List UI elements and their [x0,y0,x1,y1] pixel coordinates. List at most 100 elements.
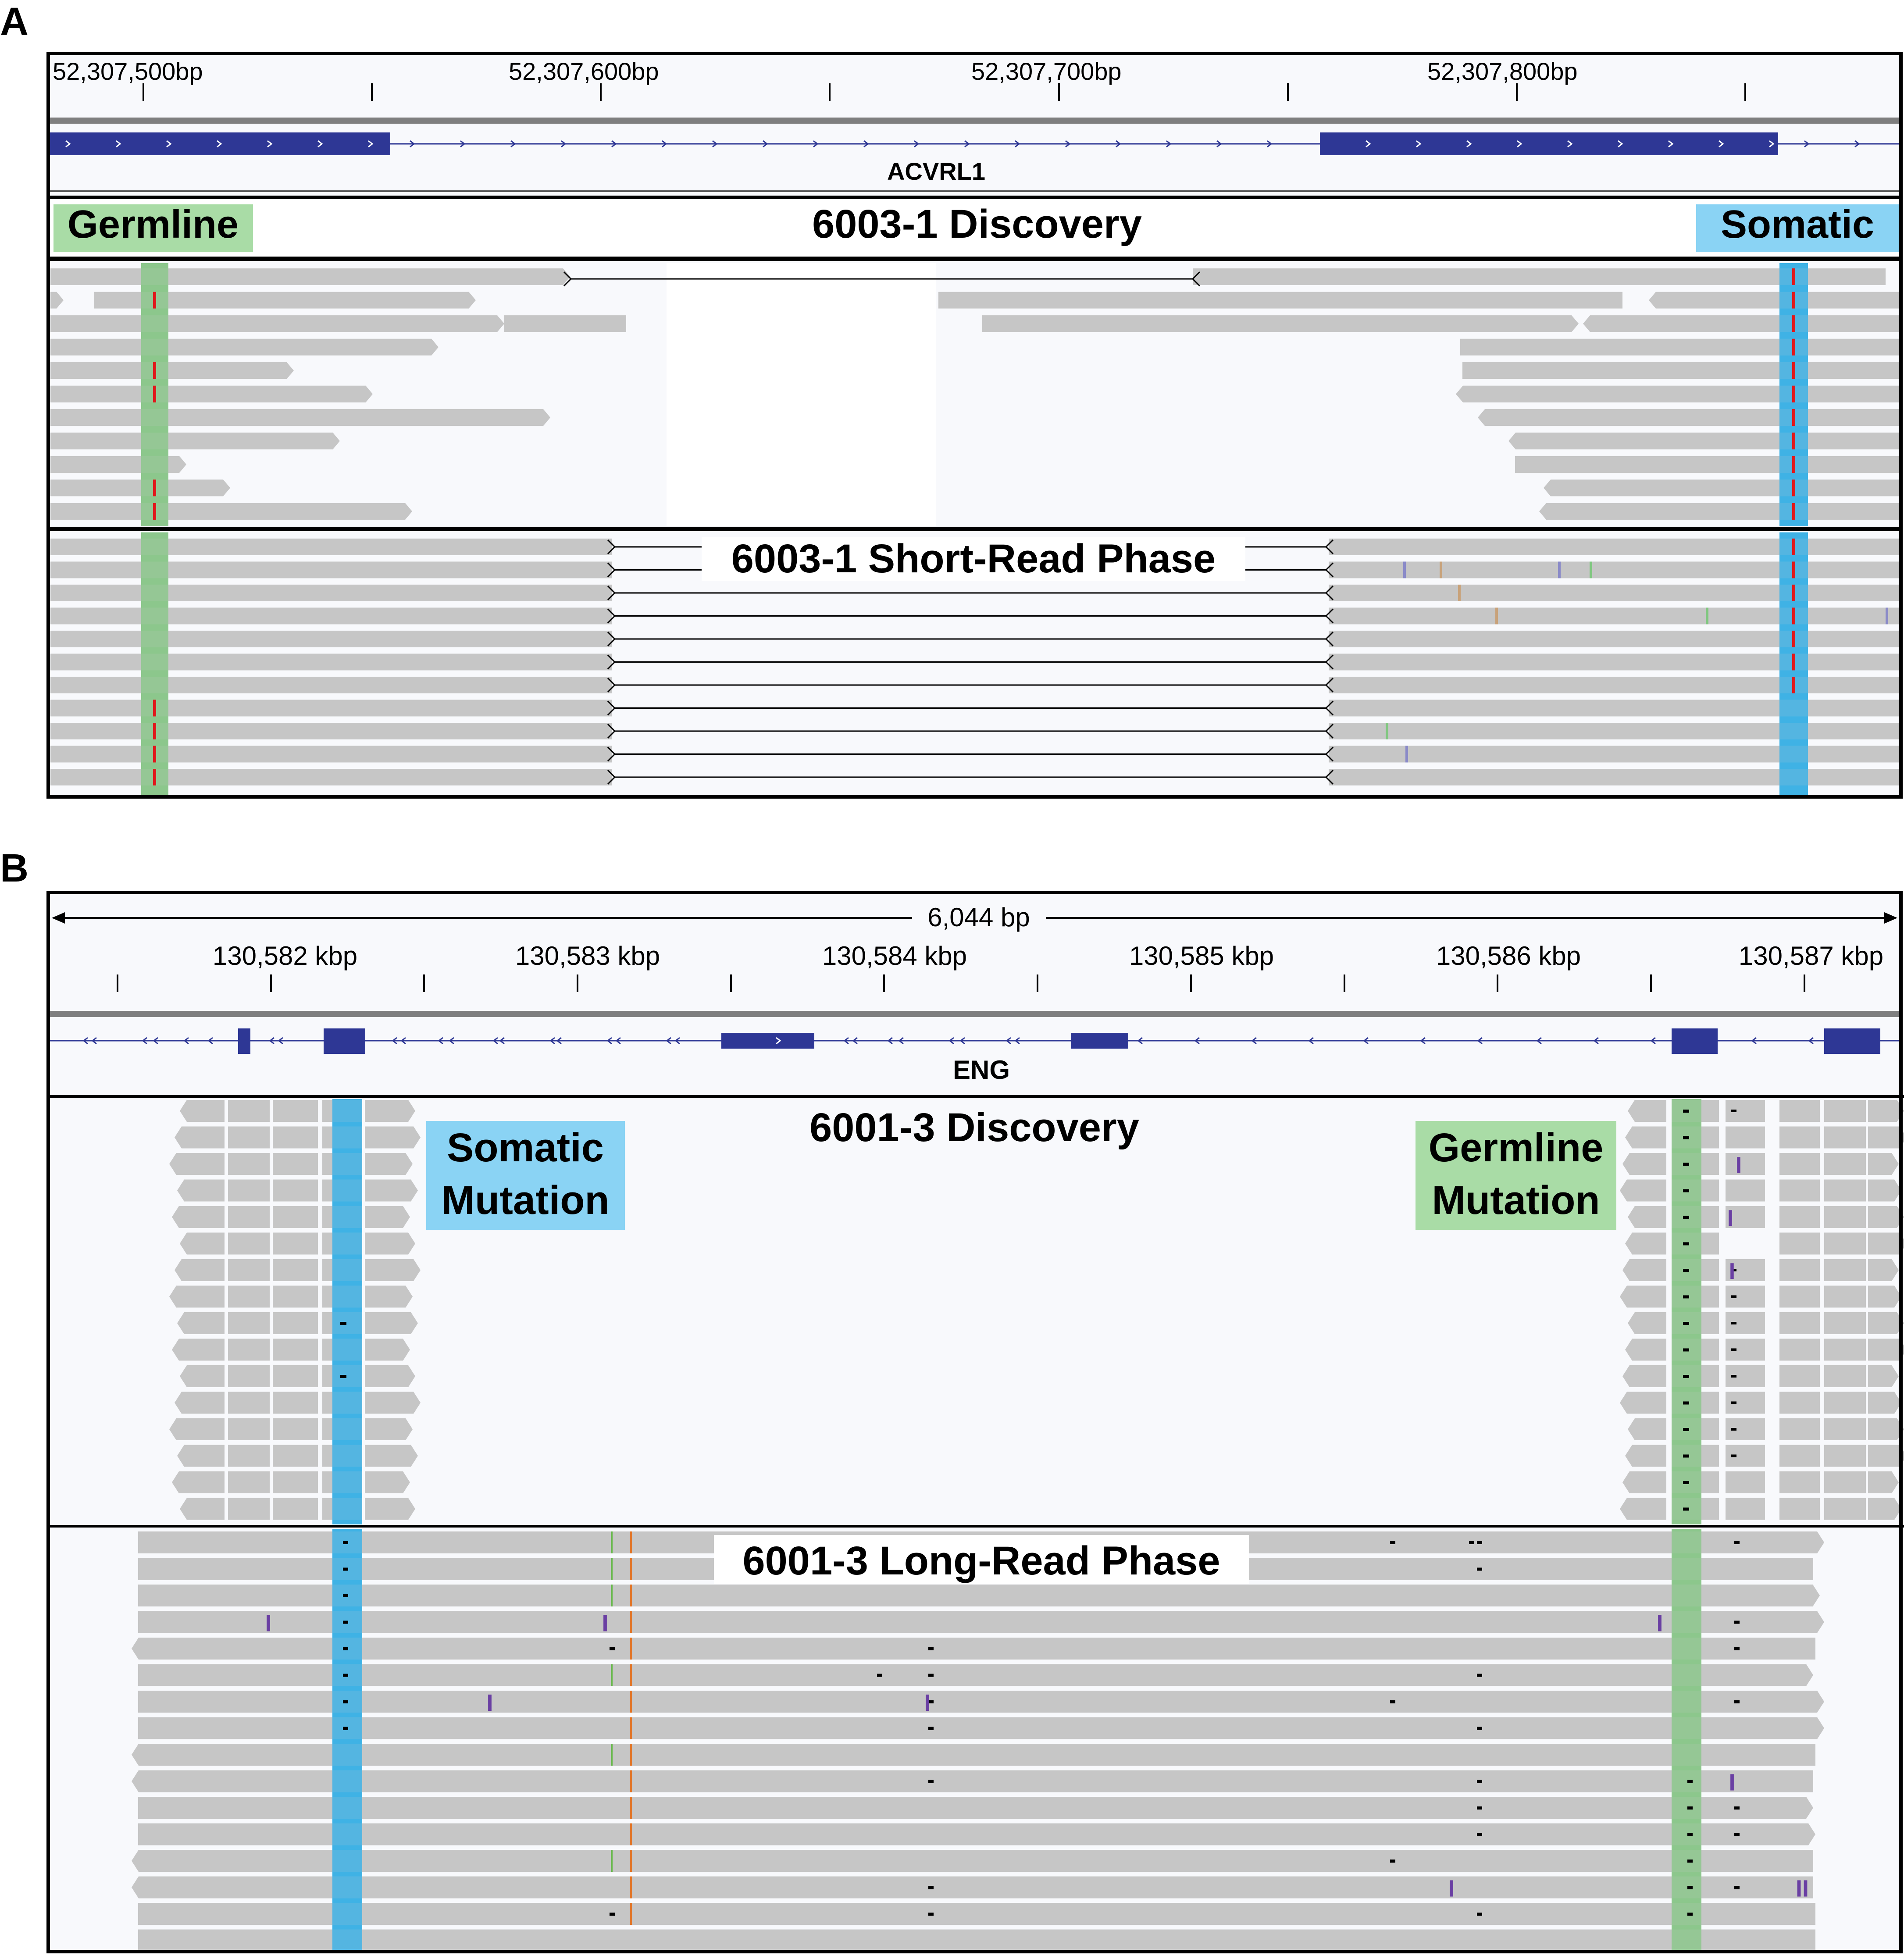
insertion-mark: I [1729,1259,1735,1284]
mismatch-mark [1558,561,1561,578]
aligned-read [1824,1259,1866,1281]
aligned-read [1726,1392,1765,1414]
pair-connector-end [1325,654,1334,670]
deletion-mark [343,1674,348,1677]
panel-a-phase-reads[interactable]: 6003-1 Short-Read Phase [50,532,1901,796]
aligned-read [1726,1126,1765,1149]
strand-chevron [606,1037,612,1045]
aligned-read [1329,653,1901,671]
aligned-read [228,1471,270,1493]
mismatch-mark [1792,339,1795,356]
strand-chevron [368,140,374,148]
strand-chevron [1194,1037,1200,1045]
pair-connector-end [1325,769,1334,785]
aligned-read [1824,1100,1866,1122]
aligned-read [273,1206,318,1228]
insertion-mark: I [924,1690,931,1716]
aligned-read [1628,1418,1666,1440]
aligned-read [1329,677,1901,693]
aligned-read [50,503,412,520]
panel-a-discovery-reads[interactable] [50,263,1901,526]
mismatch-mark [1590,561,1592,578]
deletion-mark [928,1674,934,1677]
aligned-read [1824,1418,1866,1440]
gene-name: ACVRL1 [887,157,985,185]
panel-b: 6,044 bp 130,582 kbp 130,583 kbp 130,584… [46,891,1904,1953]
mismatch-mark [1792,503,1795,520]
aligned-read [365,1285,413,1308]
mismatch-mark [1792,456,1795,473]
aligned-read [50,653,612,671]
strand-chevron [914,140,920,148]
deletion-mark [1683,1454,1689,1458]
insertion-mark: I [265,1610,271,1637]
strand-chevron [1014,1037,1020,1045]
aligned-read [1824,1179,1866,1202]
somatic-label-line1: Somatic [447,1125,604,1170]
panel-a: 52,307,500bp 52,307,600bp 52,307,700bp 5… [46,52,1903,799]
strand-chevron [712,140,718,148]
germline-label-line2: Mutation [1432,1178,1600,1223]
strand-chevron [1065,140,1071,148]
pair-connector-end [563,271,572,287]
deletion-mark [928,1780,934,1783]
strand-chevron [1668,140,1674,148]
aligned-read [50,677,612,693]
panel-a-gene-track[interactable]: ACVRL1 [48,132,1901,185]
pair-connector-end [1191,271,1201,287]
aligned-read [1824,1232,1866,1255]
aligned-read [1726,1418,1765,1440]
panel-b-gene-track[interactable]: ENG [48,1028,1901,1085]
pair-connector-end [607,700,616,716]
panel-b-letter: B [0,846,29,890]
mismatch-mark [1886,607,1888,625]
aligned-read [50,339,439,356]
strand-chevron [278,1037,283,1045]
aligned-read [1508,432,1901,450]
aligned-read [228,1232,270,1255]
mismatch-mark [153,479,156,496]
pair-connector-end [607,608,616,624]
germline-label: Germline [68,203,239,246]
panel-a-ruler[interactable]: 52,307,500bp 52,307,600bp 52,307,700bp 5… [53,57,1746,101]
mismatch-mark [1792,268,1795,285]
strand-chevron [499,1037,505,1045]
aligned-read [273,1285,318,1308]
aligned-read [50,607,612,625]
mismatch-mark [630,1611,632,1633]
strand-chevron [510,140,516,148]
aligned-read [138,1903,1815,1925]
deletion-mark [1731,1295,1736,1298]
deletion-mark [1477,1913,1482,1916]
deletion-mark [343,1647,348,1650]
mismatch-marks [153,539,1888,785]
aligned-read [1622,1365,1666,1387]
mismatch-mark [1495,607,1498,625]
ruler-tick-label: 52,307,600bp [509,57,659,85]
aligned-read [50,746,612,763]
deletion-mark [1734,1647,1740,1650]
panel-b-discovery-reads[interactable]: I I I Somatic Mutation Germline Mutation 6… [169,1099,1904,1524]
panel-b-ruler[interactable]: 130,582 kbp 130,583 kbp 130,584 kbp 130,… [117,941,1883,992]
aligned-read [180,1498,225,1520]
deletion-mark [1683,1216,1689,1219]
deletion-mark [1731,1348,1736,1351]
strand-chevron [1593,1037,1599,1045]
aligned-read [1726,1365,1765,1387]
aligned-read [94,292,476,309]
ruler-tick-label: 130,583 kbp [515,941,660,971]
aligned-read [365,1206,410,1228]
aligned-read [228,1126,270,1149]
span-label: 6,044 bp [927,903,1030,932]
deletion-mark [1683,1295,1689,1299]
strand-chevron [852,1037,858,1045]
aligned-read [1868,1259,1899,1281]
gene-exon [238,1028,250,1054]
read-group [132,1529,1824,1952]
pair-connector-end [1325,585,1334,601]
aligned-read [365,1259,421,1281]
aligned-read [273,1153,318,1175]
aligned-read [1868,1365,1899,1387]
